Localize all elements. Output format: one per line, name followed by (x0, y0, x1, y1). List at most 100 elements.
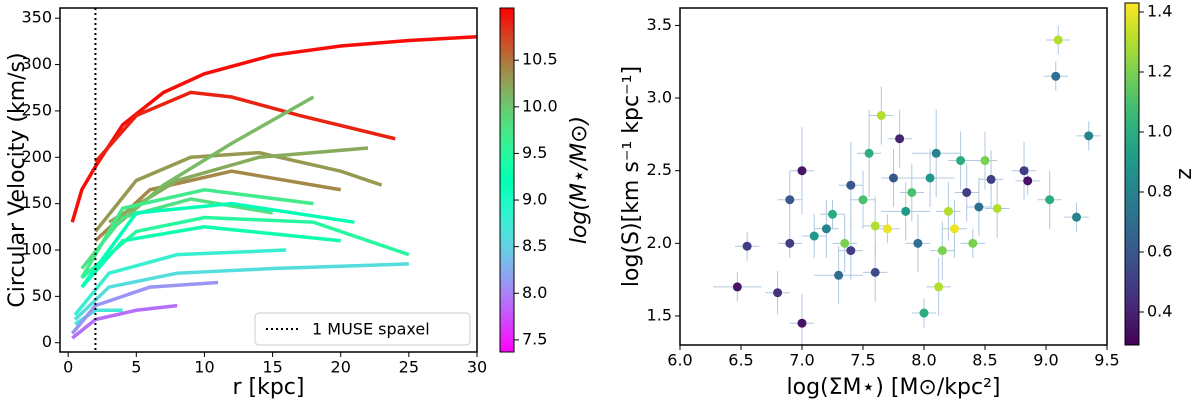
colorbar-tick-label: 1.4 (1147, 2, 1172, 21)
rotation-curve (70, 34, 477, 223)
y-tick-label: 2.5 (647, 160, 672, 179)
x-tick-label: 6.5 (728, 351, 753, 370)
x-tick-label: 8.5 (972, 351, 997, 370)
y-tick-label: 0 (42, 332, 52, 351)
point (956, 156, 966, 166)
x-tick-label: 25 (399, 358, 419, 377)
point (931, 148, 941, 158)
point (821, 224, 831, 234)
rotation-curve (94, 150, 383, 233)
y-axis-label: Circular Velocity (km/s) (5, 52, 30, 307)
rotation-curve (71, 303, 178, 340)
point (937, 246, 947, 256)
x-tick-label: 7.0 (789, 351, 814, 370)
x-tick-label: 9.0 (1033, 351, 1058, 370)
colorbar (499, 7, 515, 353)
point (797, 166, 807, 176)
point (864, 148, 874, 158)
point (980, 156, 990, 166)
y-tick-label: 350 (21, 8, 52, 27)
point (986, 174, 996, 184)
point (1051, 71, 1061, 81)
y-tick-label: 150 (21, 193, 52, 212)
x-tick-label: 10 (194, 358, 214, 377)
colorbar-tick-label: 0.8 (1147, 182, 1172, 201)
x-tick-label: 20 (331, 358, 351, 377)
axes-frame (59, 7, 478, 353)
y-tick-label: 50 (32, 286, 52, 305)
legend-label: 1 MUSE spaxel (312, 320, 430, 339)
colorbar-tick-label: 0.6 (1147, 242, 1172, 261)
colorbar-tick-label: 9.5 (522, 143, 547, 162)
colorbar-label: log(M⋆/M⊙) (567, 116, 592, 244)
x-tick-label: 0 (63, 358, 73, 377)
point (732, 282, 742, 292)
point (809, 231, 819, 241)
axes-frame (679, 7, 1108, 346)
legend-box (254, 312, 471, 346)
point (773, 288, 783, 298)
point (834, 270, 844, 280)
point (889, 173, 898, 183)
point (840, 238, 850, 248)
colorbar-tick-label: 7.5 (522, 329, 547, 348)
x-tick-label: 8.0 (911, 351, 936, 370)
x-tick-label: 5 (131, 358, 141, 377)
colorbar-tick-label: 10.5 (522, 50, 558, 69)
point (919, 308, 929, 318)
point (901, 206, 911, 216)
point (907, 187, 917, 197)
colorbar-tick-label: 1.2 (1147, 62, 1172, 81)
plot-area (70, 34, 477, 340)
rotation-curve (107, 95, 315, 233)
colorbar-tick-label: 9.0 (522, 190, 547, 209)
y-axis-label: log(S)[km s⁻¹ kpc⁻¹] (619, 66, 644, 287)
y-tick-label: 3.0 (647, 88, 672, 107)
point (895, 134, 905, 144)
rotation-curve (73, 262, 409, 321)
x-axis-label: log(ΣM⋆) [M⊙/kpc²] (787, 375, 1001, 400)
point (974, 202, 984, 212)
point (943, 206, 953, 216)
rotation-curve (73, 248, 287, 317)
point (1053, 35, 1063, 45)
panel: 6.0 6.5 7.0 7.5 8.0 8.5 9.0 9.5 1.5 2.0 2.5 3.0 3.5 l… (619, 2, 1197, 401)
point (1084, 131, 1094, 141)
x-axis-label: r [kpc] (232, 375, 304, 400)
x-tick-label: 6.0 (667, 351, 692, 370)
point (846, 180, 856, 190)
y-tick-label: 3.5 (647, 15, 672, 34)
y-tick-label: 1.5 (647, 305, 672, 324)
point (1072, 212, 1081, 222)
point (992, 203, 1002, 213)
point (1023, 176, 1033, 186)
point (962, 187, 972, 197)
point (785, 238, 795, 248)
point (950, 224, 959, 234)
x-tick-label: 9.5 (1094, 351, 1119, 370)
x-tick-label: 7.5 (850, 351, 875, 370)
point (876, 110, 886, 120)
point (968, 238, 978, 248)
y-tick-label: 100 (21, 240, 52, 259)
point (828, 209, 837, 219)
colorbar-tick-label: 8.5 (522, 236, 547, 255)
point (846, 246, 856, 256)
rotation-curve (80, 201, 355, 289)
colorbar (1124, 2, 1140, 346)
y-tick-label: 200 (21, 147, 52, 166)
colorbar-tick-label: 8.0 (522, 283, 547, 302)
point (870, 221, 880, 231)
plot-area (712, 25, 1101, 345)
point (925, 173, 935, 183)
x-tick-label: 15 (262, 358, 282, 377)
point (882, 224, 892, 234)
point (742, 241, 752, 251)
point (797, 318, 807, 328)
y-tick-label: 300 (21, 54, 52, 73)
colorbar-tick-label: 10.0 (522, 96, 558, 115)
point (913, 238, 923, 248)
rotation-curve (94, 90, 396, 164)
